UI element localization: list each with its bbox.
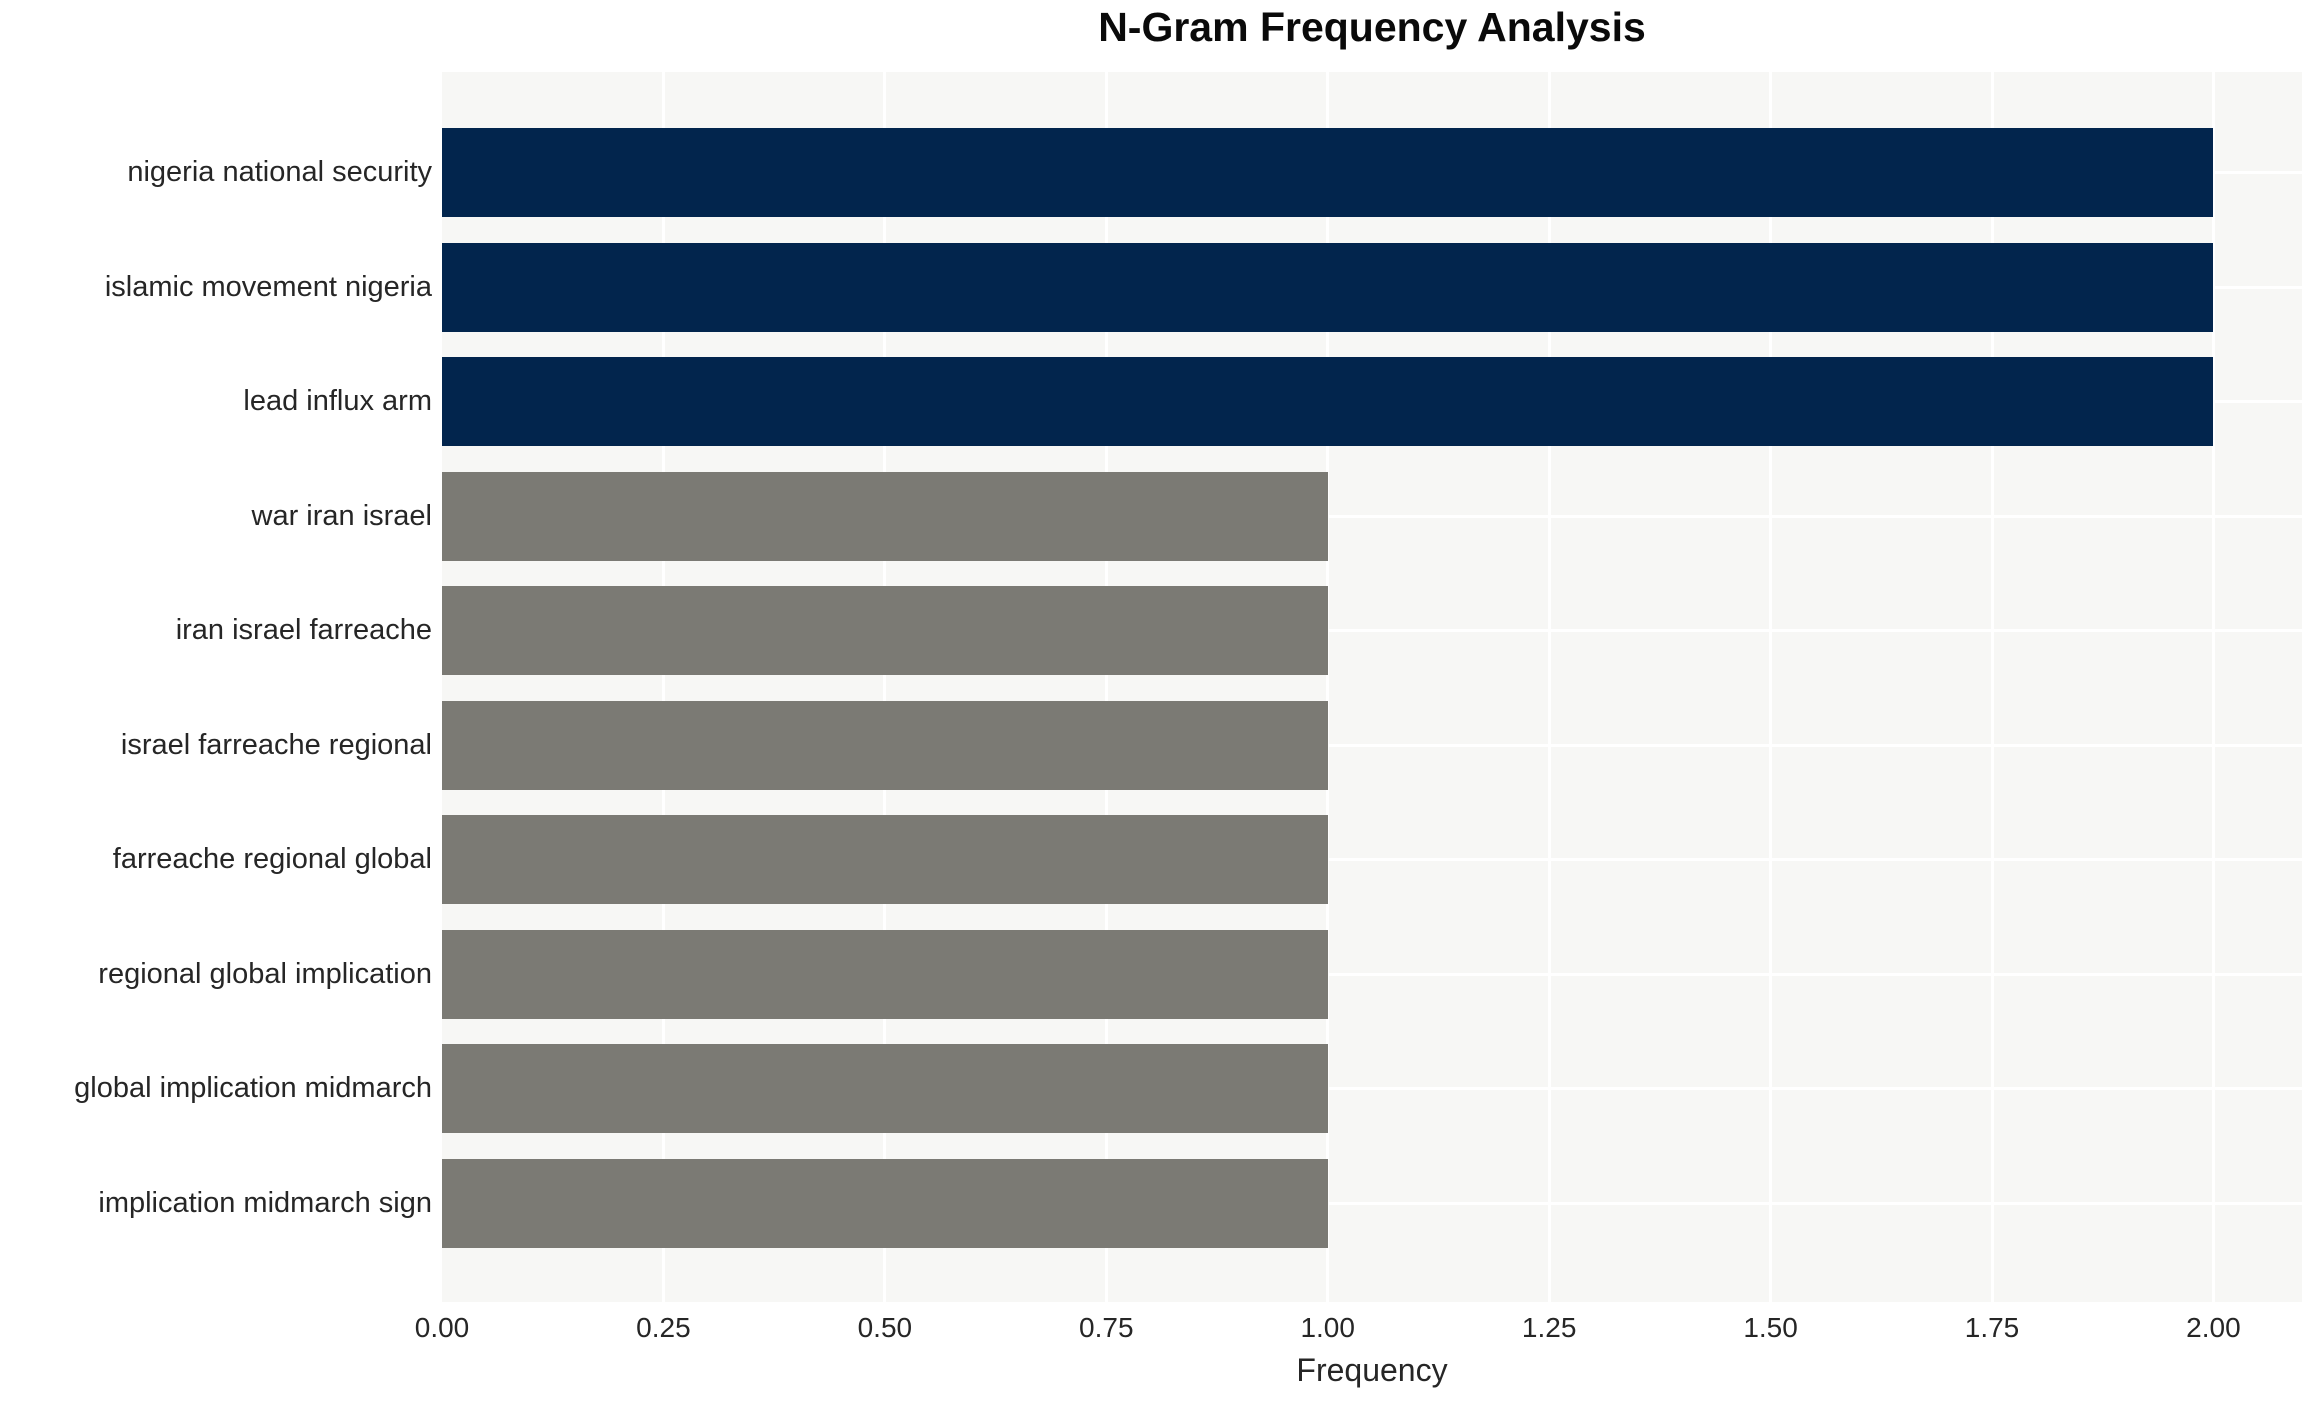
bar-implication-midmarch-sign (442, 1158, 1328, 1248)
gridline-horizontal (442, 629, 2302, 632)
gridline-vertical (883, 72, 887, 1302)
x-tick-label: 0.00 (414, 1312, 470, 1343)
bar-islamic-movement-nigeria (442, 242, 2214, 332)
bar-global-implication-midmarch (442, 1044, 1328, 1133)
x-tick-label: 0.75 (1079, 1312, 1134, 1343)
y-tick-label: lead influx arm (243, 385, 432, 417)
bar-farreache-regional-global (442, 815, 1328, 904)
y-tick-label: global implication midmarch (74, 1072, 432, 1104)
gridline-horizontal (442, 858, 2302, 861)
y-tick-label: nigeria national security (127, 156, 432, 188)
bar-iran-israel-farreache (442, 586, 1328, 675)
y-tick-label: implication midmarch sign (98, 1186, 432, 1219)
gridline-horizontal (442, 514, 2302, 518)
gridline-horizontal (442, 1201, 2302, 1205)
x-tick-label: 2.00 (2186, 1312, 2241, 1343)
x-tick-label: 1.00 (1300, 1312, 1355, 1343)
gridline-vertical (1769, 72, 1773, 1302)
x-tick-label: 0.50 (857, 1312, 913, 1343)
gridline-horizontal (442, 1087, 2302, 1090)
y-tick-label: regional global implication (98, 957, 432, 990)
chart-title: N-Gram Frequency Analysis (1098, 4, 1646, 50)
bar-israel-farreache-regional (442, 700, 1328, 790)
bar-nigeria-national-security (442, 128, 2214, 217)
y-tick-label: israel farreache regional (120, 728, 432, 761)
gridline-vertical (1326, 72, 1330, 1302)
y-tick-label: iran israel farreache (175, 614, 432, 646)
gridline-vertical (1547, 72, 1551, 1302)
gridline-vertical (1104, 72, 1108, 1302)
gridline-horizontal (442, 972, 2302, 976)
x-tick-label: 1.25 (1521, 1312, 1577, 1343)
y-tick-label: islamic movement nigeria (104, 270, 432, 303)
y-tick-label: farreache regional global (112, 843, 432, 875)
gridline-vertical (1990, 72, 1994, 1302)
x-tick-label: 1.50 (1743, 1312, 1798, 1343)
bar-war-iran-israel (442, 471, 1328, 561)
y-tick-label: war iran israel (251, 499, 433, 532)
bar-lead-influx-arm (442, 357, 2214, 446)
gridline-horizontal (442, 743, 2302, 747)
x-tick-label: 1.75 (1964, 1312, 2020, 1343)
bar-regional-global-implication (442, 929, 1328, 1019)
x-axis-label: Frequency (1296, 1352, 1448, 1388)
gridline-vertical (2211, 72, 2215, 1302)
plot-area (442, 72, 2302, 1302)
gridline-vertical (661, 72, 665, 1302)
x-tick-label: 0.25 (636, 1312, 691, 1343)
